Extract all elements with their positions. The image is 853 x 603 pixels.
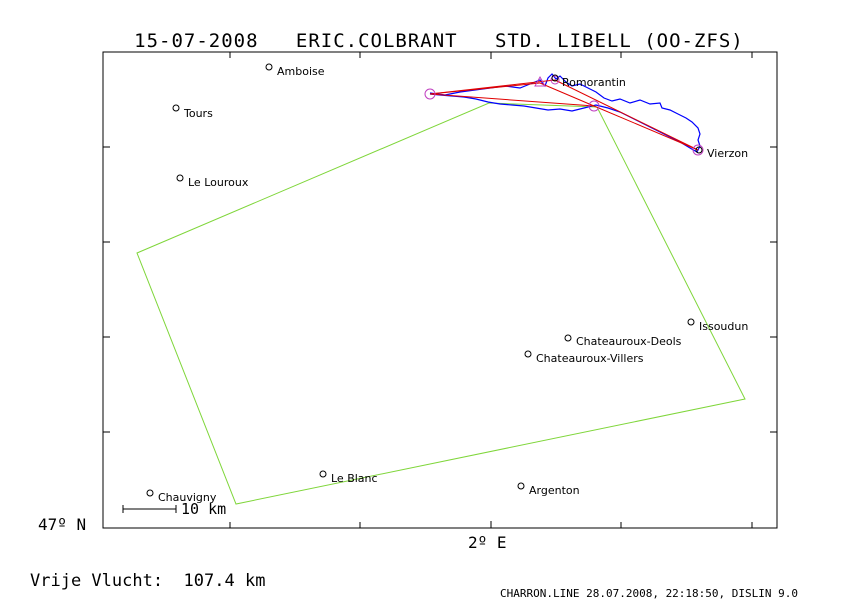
turnpoint-2 (588, 100, 600, 112)
town-dot-icon (319, 470, 327, 478)
town-dot-icon (687, 318, 695, 326)
flight-date: 15-07-2008 (134, 30, 259, 52)
town-label: Chauvigny (158, 491, 217, 504)
town-label: Tours (183, 107, 213, 120)
latitude-label: 47º N (38, 515, 87, 534)
town-label: Issoudun (699, 320, 748, 333)
town-chauvigny: Chauvigny (146, 489, 217, 504)
town-tours: Tours (172, 104, 213, 120)
turnpoint-start (424, 88, 436, 100)
town-amboise: Amboise (265, 63, 325, 78)
town-dot-icon (172, 104, 180, 112)
town-dot-icon (524, 350, 532, 358)
town-dot-icon (146, 489, 154, 497)
town-dot-icon (695, 146, 703, 154)
town-chateauroux-villers: Chateauroux-Villers (524, 350, 644, 365)
map-frame (102, 51, 778, 529)
town-label: Chateauroux-Villers (536, 352, 644, 365)
town-label: Vierzon (707, 147, 748, 160)
town-label: Argenton (529, 484, 580, 497)
longitude-label: 2º E (468, 533, 507, 552)
finish-triangle-icon (534, 75, 546, 87)
town-vierzon: Vierzon (695, 146, 748, 160)
scale-bar-label: 10 km (181, 500, 226, 518)
task-sector (136, 102, 746, 505)
town-le-blanc: Le Blanc (319, 470, 378, 485)
town-argenton: Argenton (517, 482, 580, 497)
credit-line: CHARRON.LINE 28.07.2008, 22:18:50, DISLI… (500, 587, 799, 600)
town-dot-icon (517, 482, 525, 490)
town-issoudun: Issoudun (687, 318, 748, 333)
town-label: Amboise (277, 65, 325, 78)
chart-title: 15-07-2008 ERIC.COLBRANT STD. LIBELL (OO… (0, 8, 853, 52)
flight-distance: 107.4 km (183, 571, 266, 591)
turnpoint-4 (550, 75, 560, 85)
town-le-louroux: Le Louroux (176, 174, 249, 189)
town-label: Romorantin (562, 76, 626, 89)
town-romorantin: Romorantin (551, 74, 626, 89)
town-chateauroux-deols: Chateauroux-Deols (564, 334, 682, 348)
glider-name: STD. LIBELL (OO-ZFS) (494, 30, 744, 52)
flight-label: Vrije Vlucht: (30, 571, 164, 591)
town-dot-icon (176, 174, 184, 182)
town-label: Chateauroux-Deols (576, 335, 682, 348)
turnpoints (424, 75, 704, 156)
town-markers: Amboise Tours Le Louroux Romorantin Vier… (146, 63, 748, 504)
flight-summary: Vrije Vlucht: 107.4 km (30, 571, 265, 591)
turnpoint-3 (692, 144, 704, 156)
scale-bar: 10 km (122, 500, 226, 518)
town-dot-icon (564, 334, 572, 342)
pilot-name: ERIC.COLBRANT (295, 30, 458, 52)
town-dot-icon (265, 63, 273, 71)
town-label: Le Louroux (188, 176, 249, 189)
task-legs (429, 79, 699, 151)
town-dot-icon (551, 74, 559, 82)
town-label: Le Blanc (331, 472, 378, 485)
frame-ticks (103, 52, 777, 528)
